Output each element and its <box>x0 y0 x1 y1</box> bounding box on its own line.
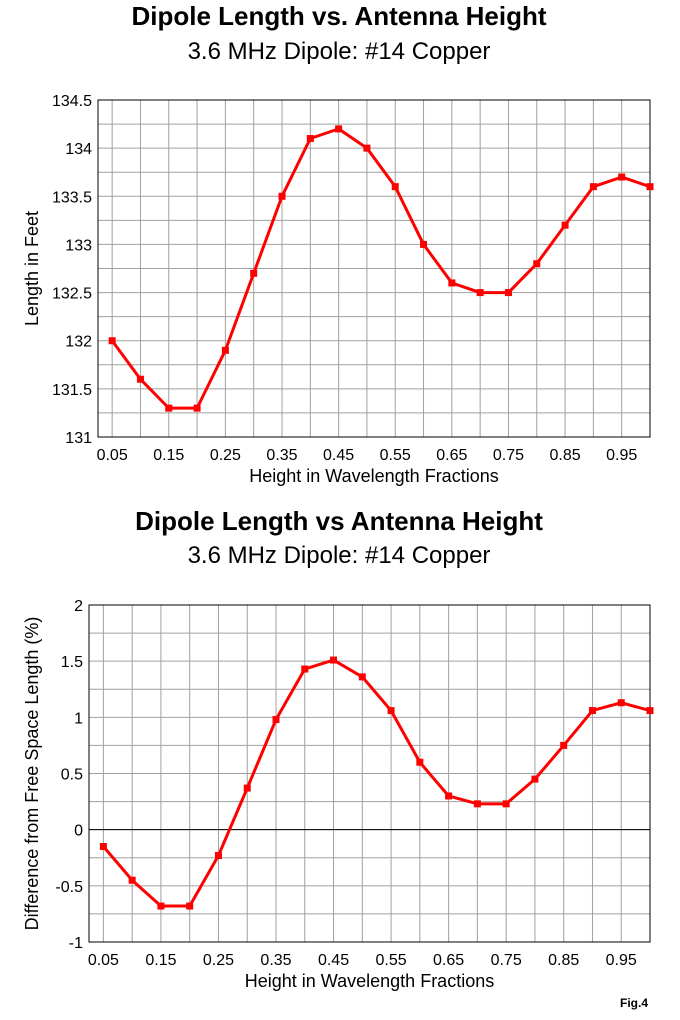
x-tick-label: 0.95 <box>606 952 637 969</box>
y-tick-label: 0.5 <box>61 767 83 784</box>
chart1: 134.5 134 133.5 133 132.5 132 131.5 131 0.05 0.15… <box>22 93 654 486</box>
x-tick-label: 0.85 <box>550 447 581 464</box>
chart1-title: Dipole Length vs. Antenna Height <box>131 1 547 31</box>
x-tick-label: 0.35 <box>266 447 297 464</box>
y-tick-label: 1.5 <box>61 654 83 671</box>
data-point <box>445 792 453 800</box>
data-point <box>243 784 251 792</box>
x-tick-label: 0.45 <box>323 447 354 464</box>
data-point <box>214 852 222 860</box>
data-point <box>473 800 481 808</box>
data-point <box>301 665 309 673</box>
x-axis-title: Height in Wavelength Fractions <box>245 971 494 991</box>
chart2-subtitle: 3.6 MHz Dipole: #14 Copper <box>187 542 491 569</box>
x-tick-label: 0.55 <box>380 447 411 464</box>
data-point <box>136 375 144 383</box>
data-point <box>502 800 510 808</box>
y-tick-label: 0 <box>74 823 83 840</box>
data-point <box>617 699 625 707</box>
plot-frame <box>97 99 651 438</box>
data-point <box>165 404 173 412</box>
x-tick-label: 0.55 <box>376 952 407 969</box>
y-axis-title: Length in Feet <box>22 211 42 326</box>
data-point <box>387 707 395 715</box>
data-point <box>504 289 512 297</box>
y-tick-label: 133.5 <box>52 189 92 206</box>
figure-label: Fig.4 <box>619 996 648 1010</box>
x-tick-label: 0.15 <box>153 447 184 464</box>
y-tick-label: 133 <box>65 237 92 254</box>
x-tick-label: 0.95 <box>606 447 637 464</box>
x-tick-label: 0.35 <box>260 952 291 969</box>
y-tick-label: 132 <box>65 334 92 351</box>
data-point <box>646 183 654 191</box>
x-tick-label: 0.05 <box>88 952 119 969</box>
data-point <box>272 716 280 724</box>
data-point <box>588 707 596 715</box>
y-tick-label: 132.5 <box>52 286 92 303</box>
data-point <box>391 183 399 191</box>
data-point <box>221 346 229 354</box>
data-point <box>476 289 484 297</box>
data-point <box>531 775 539 783</box>
y-axis-title: Difference from Free Space Length (%) <box>22 617 42 931</box>
x-tick-label: 0.75 <box>491 952 522 969</box>
data-point <box>330 656 338 664</box>
data-point <box>589 183 597 191</box>
data-point <box>618 173 626 181</box>
x-tick-label: 0.05 <box>97 447 128 464</box>
data-point <box>646 707 654 715</box>
plot-frame <box>88 604 651 943</box>
data-point <box>363 144 371 152</box>
data-point <box>108 337 116 345</box>
y-tick-label: 2 <box>74 598 83 615</box>
x-tick-label: 0.65 <box>433 952 464 969</box>
x-axis-title: Height in Wavelength Fractions <box>249 466 498 486</box>
y-tick-label: 131.5 <box>52 382 92 399</box>
y-tick-label: 131 <box>65 430 92 447</box>
chart2-title: Dipole Length vs Antenna Height <box>135 506 543 536</box>
chart1-subtitle: 3.6 MHz Dipole: #14 Copper <box>187 38 491 65</box>
data-point <box>335 125 343 133</box>
data-point <box>561 221 569 229</box>
data-point <box>358 673 366 681</box>
series-line <box>110 127 651 410</box>
data-point <box>560 741 568 749</box>
x-tick-label: 0.65 <box>436 447 467 464</box>
data-point <box>416 758 424 766</box>
data-point <box>157 902 165 910</box>
x-tick-label: 0.25 <box>210 447 241 464</box>
data-point <box>250 269 258 277</box>
data-point <box>99 843 107 851</box>
data-point <box>448 279 456 287</box>
data-point <box>533 260 541 268</box>
x-tick-label: 0.15 <box>145 952 176 969</box>
x-tick-label: 0.75 <box>493 447 524 464</box>
chart2: 2 1.5 1 0.5 0 -0.5 -1 0.05 0.15 0.25 0.35 0.45 0.55 0… <box>22 598 654 991</box>
x-tick-label: 0.25 <box>203 952 234 969</box>
y-tick-label: -0.5 <box>55 879 83 896</box>
x-tick-label: 0.85 <box>548 952 579 969</box>
data-point <box>128 876 136 884</box>
data-point <box>186 902 194 910</box>
data-point <box>193 404 201 412</box>
data-point <box>278 192 286 200</box>
y-tick-label: 1 <box>74 710 83 727</box>
data-point <box>420 240 428 248</box>
y-tick-label: -1 <box>69 935 83 952</box>
series-line <box>102 658 651 908</box>
y-tick-label: 134.5 <box>52 93 92 110</box>
data-point <box>306 135 314 143</box>
y-tick-label: 134 <box>65 141 92 158</box>
x-tick-label: 0.45 <box>318 952 349 969</box>
